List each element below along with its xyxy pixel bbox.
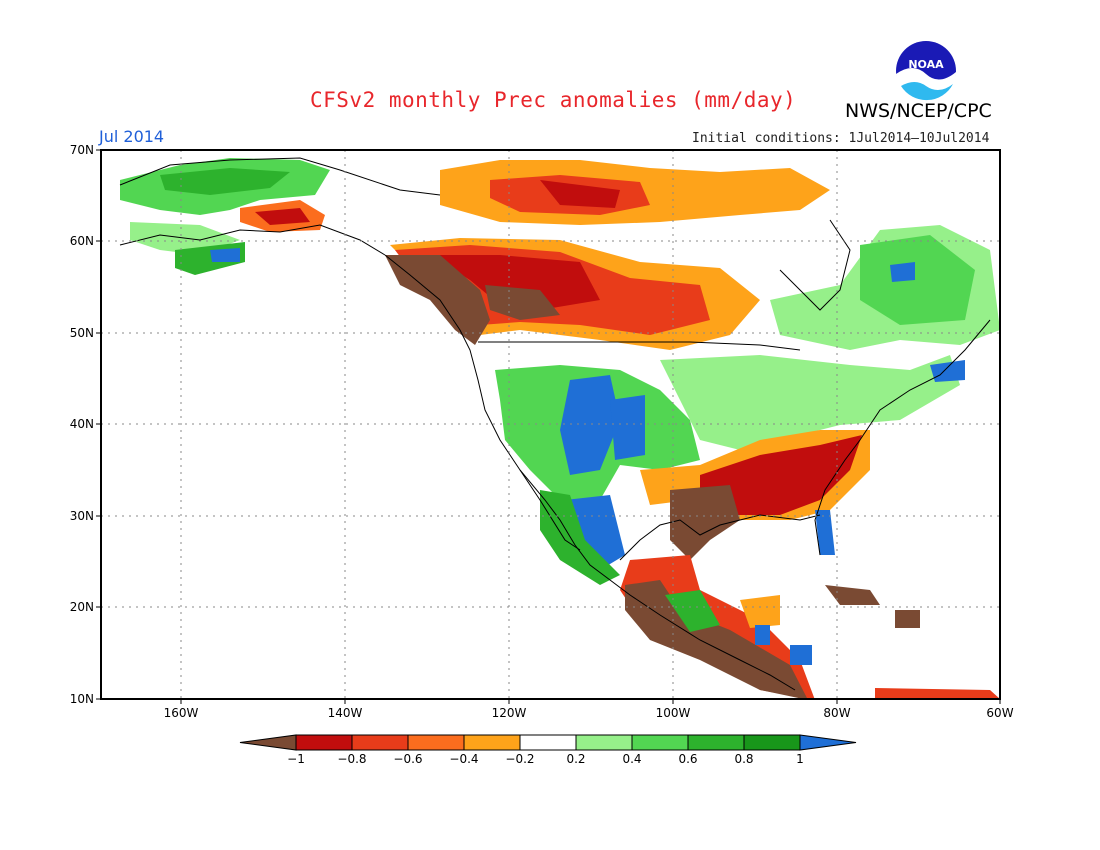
- colorbar-swatch: [519, 734, 577, 751]
- anomaly-cuba: [825, 585, 880, 605]
- colorbar-labels: −1 −0.8 −0.6 −0.4 −0.2 0.2 0.4 0.6 0.8 1: [287, 752, 804, 766]
- colorbar-swatch: [463, 734, 521, 751]
- colorbar-label: −1: [287, 752, 305, 766]
- anomaly-central-am-blue-2: [790, 645, 812, 665]
- colorbar-swatch: [631, 734, 689, 751]
- logo-text: NOAA: [908, 58, 944, 71]
- anomaly-aleutian-blue: [210, 248, 240, 262]
- colorbar-swatches: [239, 734, 857, 751]
- anomaly-rockies-blue: [560, 375, 620, 475]
- colorbar-swatch: [351, 734, 409, 751]
- lon-label: 120W: [492, 706, 527, 720]
- coastline-east: [814, 319, 991, 556]
- lon-label: 80W: [823, 706, 850, 720]
- anomaly-s-america: [875, 688, 1000, 699]
- anomaly-hispaniola: [895, 610, 920, 628]
- anomaly-florida-blue: [815, 510, 835, 555]
- colorbar-label: 0.8: [734, 752, 753, 766]
- colorbar-swatch-max: [799, 734, 857, 751]
- axis-ticks: [96, 149, 1001, 704]
- lon-label: 140W: [328, 706, 363, 720]
- chart-title: CFSv2 monthly Prec anomalies (mm/day): [310, 88, 797, 112]
- colorbar-label: 1: [796, 752, 804, 766]
- lon-label: 100W: [656, 706, 691, 720]
- coastline-arctic: [119, 157, 441, 196]
- lat-label: 60N: [70, 234, 94, 248]
- colorbar-label: 0.6: [678, 752, 697, 766]
- initial-conditions: Initial conditions: 1Jul2014—10Jul2014: [692, 131, 990, 146]
- lat-label: 50N: [70, 326, 94, 340]
- colorbar-swatch: [407, 734, 465, 751]
- colorbar-label: −0.6: [393, 752, 422, 766]
- anomaly-se-brown: [670, 485, 740, 560]
- colorbar-swatch: [687, 734, 745, 751]
- lat-label: 40N: [70, 417, 94, 431]
- anomaly-mexico-brown: [625, 580, 808, 699]
- colorbar-label: −0.2: [505, 752, 534, 766]
- coastline-alaska: [119, 224, 386, 256]
- lat-label: 30N: [70, 509, 94, 523]
- anomaly-e-canada-core: [860, 235, 975, 325]
- anomaly-alaska-dry-core: [255, 208, 310, 225]
- coastline-gulf: [619, 514, 821, 561]
- colorbar-label: 0.2: [566, 752, 585, 766]
- colorbar-label: 0.4: [622, 752, 641, 766]
- anomaly-se-red: [700, 435, 862, 515]
- coastline-west: [384, 254, 796, 691]
- lon-label: 160W: [164, 706, 199, 720]
- coastlines: [119, 157, 991, 691]
- graticule: [101, 150, 1000, 699]
- anomaly-pnw-brown: [385, 255, 490, 345]
- anomaly-midwest-wet: [660, 355, 960, 450]
- forecast-month: Jul 2014: [99, 127, 165, 146]
- anomaly-quebec-blue: [890, 262, 915, 282]
- lon-labels: 160W 140W 120W 100W 80W 60W: [164, 706, 1014, 720]
- anomaly-central-am-blue: [755, 625, 770, 645]
- lat-label: 20N: [70, 600, 94, 614]
- colorbar-swatch: [295, 734, 353, 751]
- colorbar-swatch-min: [239, 734, 297, 751]
- us-canada-border: [478, 341, 801, 351]
- colorbar-label: −0.4: [449, 752, 478, 766]
- anomaly-nw-canada-core: [540, 180, 620, 208]
- anomaly-w-canada-core: [430, 255, 600, 310]
- lat-label: 70N: [70, 143, 94, 157]
- lon-label: 60W: [986, 706, 1013, 720]
- agency-label: NWS/NCEP/CPC: [845, 100, 992, 122]
- colorbar-label: −0.8: [337, 752, 366, 766]
- anomaly-field: [120, 158, 1000, 699]
- anomaly-canada-brown: [485, 285, 560, 320]
- lat-label: 10N: [70, 692, 94, 706]
- anomaly-colorado-blue: [610, 395, 645, 460]
- anomaly-alaska-core: [160, 168, 290, 195]
- colorbar-swatch: [575, 734, 633, 751]
- lat-labels: 70N 60N 50N 40N 30N 20N 10N: [70, 143, 94, 706]
- anomaly-ne-blue: [930, 360, 965, 382]
- anomaly-yucatan: [740, 595, 780, 628]
- anomaly-mexico-green: [665, 590, 720, 632]
- anomaly-sw-wet: [540, 490, 620, 585]
- coastline-hudson: [779, 219, 851, 311]
- coastline-baja: [519, 469, 581, 551]
- colorbar-swatch: [743, 734, 801, 751]
- noaa-logo: NOAA: [896, 41, 956, 102]
